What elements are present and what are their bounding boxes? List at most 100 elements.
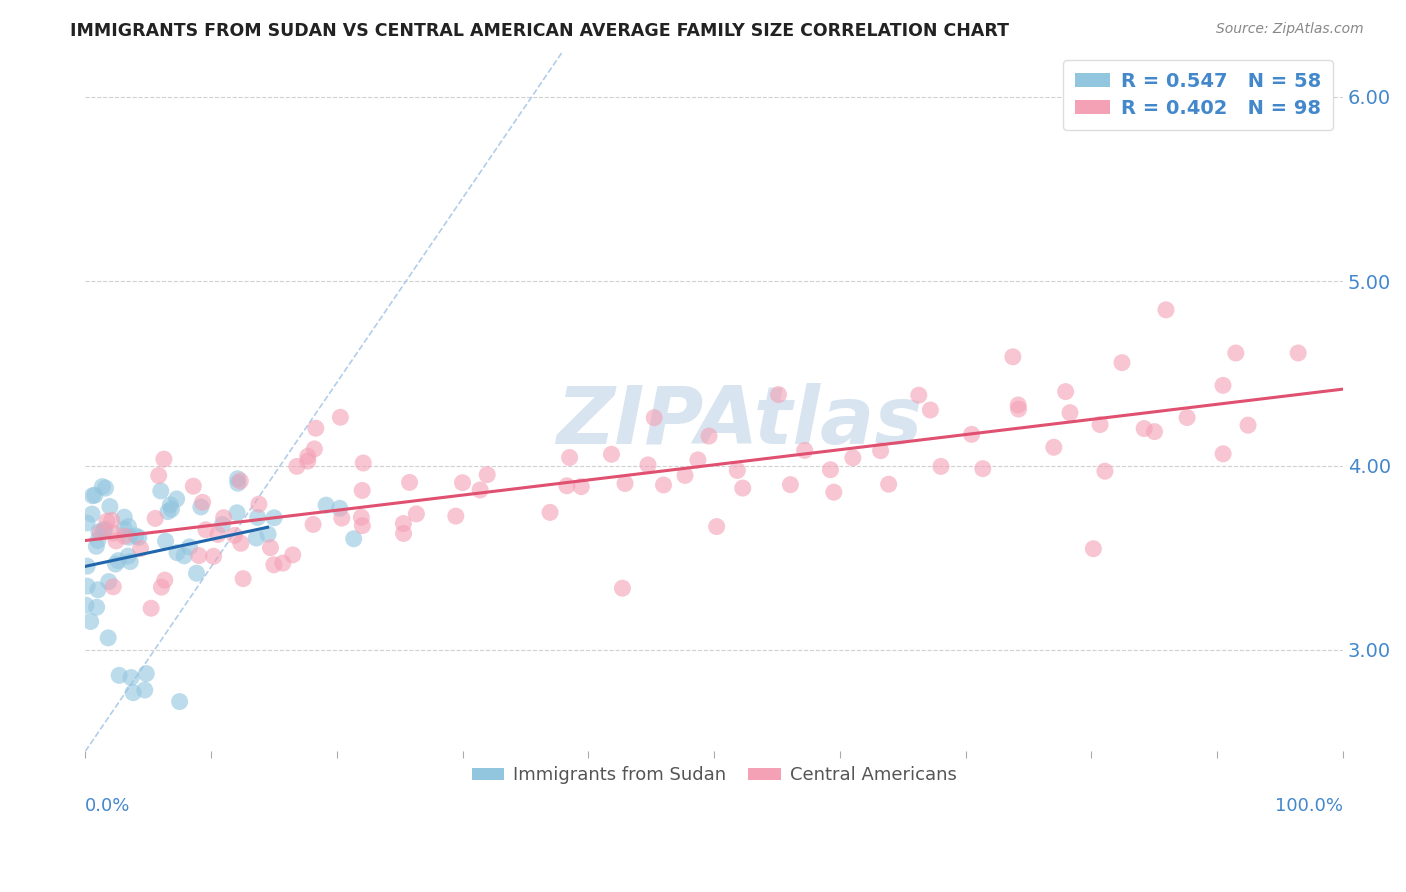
Point (108, 668, 131, 682)
Point (1286, 346, 1309, 360)
Point (468, 483, 491, 497)
Point (297, 449, 319, 463)
Point (98, 500, 121, 514)
Point (245, 531, 267, 545)
Point (263, 558, 285, 572)
Point (134, 683, 156, 698)
Point (97, 574, 120, 589)
Point (405, 507, 427, 521)
Point (1001, 350, 1024, 364)
Point (304, 442, 326, 456)
Point (224, 528, 246, 542)
Point (120, 555, 142, 569)
Point (87, 533, 110, 548)
Point (929, 459, 952, 474)
Text: 0.0%: 0.0% (86, 797, 131, 815)
Point (1007, 398, 1029, 412)
Point (186, 566, 208, 581)
Point (329, 501, 352, 516)
Point (281, 548, 304, 562)
Point (960, 427, 983, 442)
Point (1088, 417, 1111, 432)
Text: IMMIGRANTS FROM SUDAN VS CENTRAL AMERICAN AVERAGE FAMILY SIZE CORRELATION CHART: IMMIGRANTS FROM SUDAN VS CENTRAL AMERICA… (70, 22, 1010, 40)
Point (343, 532, 366, 546)
Legend: Immigrants from Sudan, Central Americans: Immigrants from Sudan, Central Americans (464, 759, 963, 791)
Point (112, 510, 135, 524)
Point (226, 476, 249, 491)
Point (114, 522, 136, 536)
Point (169, 695, 191, 709)
Point (350, 510, 373, 524)
Point (793, 443, 815, 458)
Point (135, 666, 157, 681)
Point (302, 517, 325, 532)
Point (877, 477, 900, 491)
Point (153, 452, 176, 467)
Point (229, 536, 252, 550)
Point (159, 498, 181, 512)
Point (305, 421, 328, 435)
Point (768, 387, 790, 401)
Point (444, 509, 467, 524)
Point (86, 539, 108, 553)
Point (972, 461, 994, 475)
Point (103, 580, 125, 594)
Point (352, 518, 374, 533)
Point (1175, 410, 1198, 425)
Point (117, 549, 139, 563)
Point (820, 463, 842, 477)
Point (139, 601, 162, 615)
Point (117, 519, 139, 533)
Point (247, 497, 270, 511)
Point (1237, 418, 1260, 433)
Point (558, 450, 581, 465)
Point (1225, 346, 1247, 360)
Point (96, 514, 118, 528)
Point (612, 581, 634, 595)
Point (226, 472, 249, 486)
Text: 100.0%: 100.0% (1275, 797, 1343, 815)
Point (160, 502, 183, 516)
Point (673, 468, 696, 483)
Point (87, 582, 110, 597)
Point (392, 516, 415, 531)
Point (569, 480, 592, 494)
Point (191, 495, 214, 509)
Point (93, 524, 115, 538)
Point (128, 531, 150, 545)
Point (297, 454, 319, 468)
Point (226, 506, 249, 520)
Point (179, 540, 201, 554)
Point (94, 522, 117, 536)
Point (190, 500, 212, 514)
Point (706, 519, 728, 533)
Text: ZIPAtlas: ZIPAtlas (557, 383, 922, 461)
Point (87, 524, 110, 539)
Point (229, 474, 252, 488)
Point (1007, 402, 1029, 417)
Point (477, 467, 499, 482)
Point (725, 463, 748, 477)
Point (1111, 356, 1133, 370)
Point (118, 530, 141, 544)
Point (1059, 406, 1081, 420)
Point (212, 510, 235, 524)
Point (211, 517, 233, 532)
Point (1143, 425, 1166, 439)
Point (129, 541, 152, 556)
Point (869, 443, 891, 458)
Point (153, 573, 176, 587)
Point (257, 527, 280, 541)
Point (1212, 447, 1234, 461)
Point (329, 410, 352, 425)
Point (107, 554, 129, 568)
Point (555, 479, 578, 493)
Point (1094, 464, 1116, 478)
Point (259, 541, 281, 555)
Point (271, 556, 294, 570)
Point (120, 671, 142, 685)
Point (643, 410, 665, 425)
Point (451, 475, 474, 490)
Point (637, 458, 659, 472)
Point (181, 479, 204, 493)
